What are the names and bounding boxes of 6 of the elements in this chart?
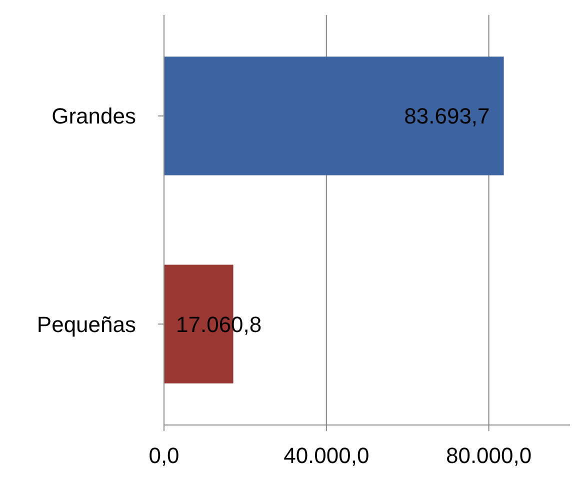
y-tick-label: Pequeñas <box>36 312 136 337</box>
y-tick-label: Grandes <box>52 104 136 129</box>
x-tick-label: 80.000,0 <box>446 443 532 468</box>
x-tick-label: 0,0 <box>148 443 180 468</box>
x-tick-label: 40.000,0 <box>284 443 370 468</box>
data-label: 83.693,7 <box>404 104 490 129</box>
